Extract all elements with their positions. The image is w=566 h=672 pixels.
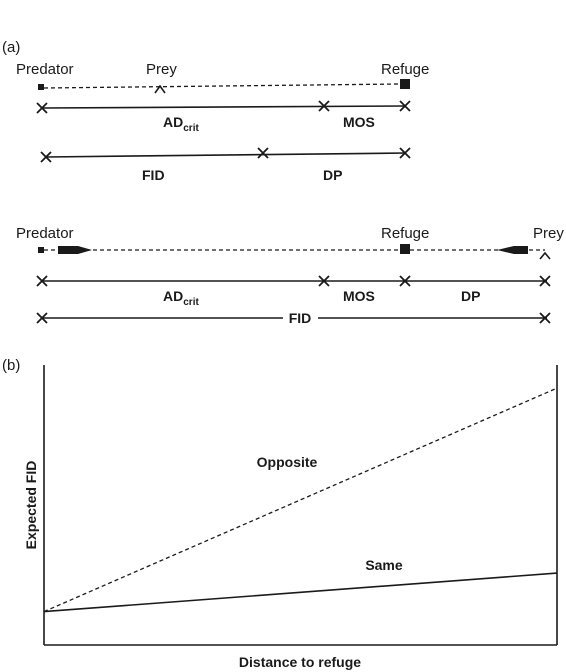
prey-label: Prey bbox=[533, 225, 564, 242]
dp-label: DP bbox=[461, 288, 480, 304]
dp-label: DP bbox=[323, 167, 342, 183]
x-mark-start bbox=[40, 151, 52, 163]
ad-mos-line bbox=[41, 105, 407, 109]
prey-arrow-icon bbox=[497, 246, 528, 254]
prey-marker bbox=[154, 84, 166, 94]
x-mark-end bbox=[539, 312, 551, 324]
fid-dp-line bbox=[45, 152, 407, 158]
mos-label: MOS bbox=[343, 288, 375, 304]
fid-label: FID bbox=[289, 310, 312, 326]
series-same-line bbox=[43, 572, 558, 613]
ad-crit-label: ADcrit bbox=[163, 288, 199, 308]
refuge-marker bbox=[400, 244, 410, 254]
x-mark-start bbox=[36, 102, 48, 114]
refuge-label: Refuge bbox=[381, 61, 429, 78]
x-mark-end bbox=[399, 100, 411, 112]
refuge-marker bbox=[400, 79, 410, 89]
ad-crit-label: ADcrit bbox=[163, 114, 199, 134]
chart: Opposite Same Distance to refuge Expecte… bbox=[23, 365, 558, 670]
series-opposite-label: Opposite bbox=[257, 454, 318, 470]
predator-marker bbox=[38, 84, 44, 90]
series-same-label: Same bbox=[365, 557, 403, 573]
predator-label: Predator bbox=[16, 61, 74, 78]
y-axis-label: Expected FID bbox=[23, 461, 39, 550]
predator-label: Predator bbox=[16, 225, 74, 242]
x-mark-refuge bbox=[399, 275, 411, 287]
mos-label: MOS bbox=[343, 114, 375, 130]
series-opposite-line bbox=[43, 387, 558, 613]
predator-marker bbox=[38, 247, 44, 253]
x-mark-start bbox=[36, 312, 48, 324]
panel-b-label: (b) bbox=[2, 357, 20, 374]
prey-marker bbox=[539, 251, 551, 260]
x-mark-mid bbox=[318, 275, 330, 287]
approach-line bbox=[43, 83, 401, 89]
fid-label: FID bbox=[142, 167, 165, 183]
x-mark-mid bbox=[257, 147, 269, 159]
scenario-opposite: Predator Refuge Prey ADcrit MOS DP FID bbox=[16, 225, 564, 326]
x-mark-mid bbox=[318, 100, 330, 112]
x-mark-start bbox=[36, 275, 48, 287]
prey-label: Prey bbox=[146, 61, 177, 78]
panel-a-label: (a) bbox=[2, 39, 20, 56]
predator-arrow-icon bbox=[58, 246, 92, 254]
x-mark-end bbox=[539, 275, 551, 287]
scenario-same: Predator Prey Refuge ADcrit MOS FID DP bbox=[16, 61, 429, 183]
x-mark-end bbox=[399, 147, 411, 159]
refuge-label: Refuge bbox=[381, 225, 429, 242]
x-axis-label: Distance to refuge bbox=[239, 654, 361, 670]
